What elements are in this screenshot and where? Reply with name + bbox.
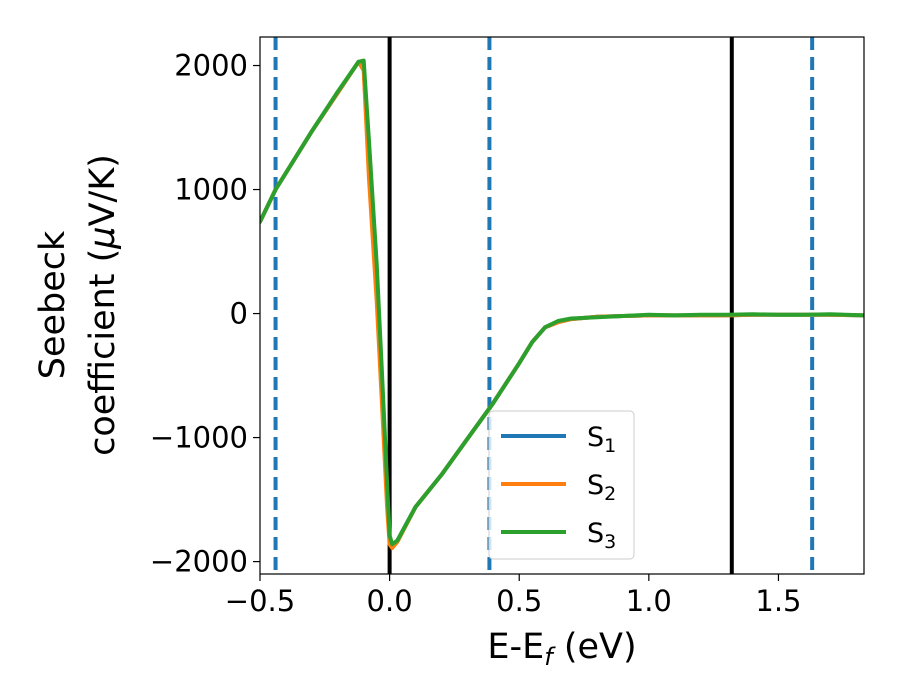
x-axis-label-unit: (eV) xyxy=(553,627,637,667)
legend-label-s2: S2 xyxy=(587,470,616,505)
plot-frame xyxy=(259,36,865,575)
series-lines xyxy=(260,58,864,550)
x-tick-label: 1.0 xyxy=(626,584,672,618)
y-axis-label-mu: μ xyxy=(83,226,123,249)
y-axis-label-line1: Seebeck xyxy=(33,230,73,379)
reference-lines xyxy=(273,37,815,574)
y-tick-label: 0 xyxy=(230,297,248,331)
legend-label-s1: S1 xyxy=(587,422,616,457)
x-tick-label: 0.0 xyxy=(367,584,413,618)
x-tick-label: −0.5 xyxy=(225,584,295,618)
y-axis-ticks: 2000 1000 0 −1000 −2000 xyxy=(150,49,260,579)
y-tick-label: 2000 xyxy=(174,49,248,83)
x-tick-label: 0.5 xyxy=(496,584,542,618)
y-axis-label-unit: V/K) xyxy=(83,154,123,226)
x-axis-ticks: −0.5 0.0 0.5 1.0 1.5 xyxy=(225,574,802,618)
y-axis-label-line2: coefficient (μV/K) xyxy=(83,154,123,456)
y-tick-label: −2000 xyxy=(150,545,248,579)
series-line-s3 xyxy=(260,58,864,547)
x-axis-label: E-Ef (eV) xyxy=(487,627,636,671)
y-axis-label: Seebeck coefficient (μV/K) xyxy=(33,154,123,456)
y-axis-label-text: coefficient ( xyxy=(83,249,123,456)
legend: S1 S2 S3 xyxy=(488,410,635,560)
legend-label-s3: S3 xyxy=(587,518,616,553)
x-tick-label: 1.5 xyxy=(755,584,801,618)
x-axis-label-main: E-E xyxy=(487,627,544,667)
y-tick-label: 1000 xyxy=(174,173,248,207)
y-tick-label: −1000 xyxy=(150,421,248,455)
